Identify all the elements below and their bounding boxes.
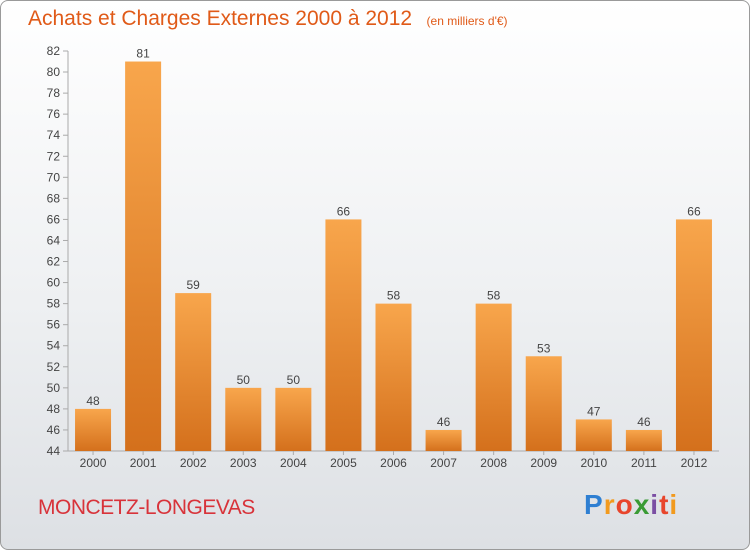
x-tick-label-2003: 2003 bbox=[230, 456, 257, 470]
bar-2012 bbox=[675, 219, 712, 451]
x-tick-label-2001: 2001 bbox=[130, 456, 157, 470]
commune-name: MONCETZ-LONGEVAS bbox=[38, 496, 255, 519]
logo-letter: t bbox=[659, 489, 670, 520]
y-tick-label: 76 bbox=[47, 107, 61, 121]
y-tick-label: 56 bbox=[47, 318, 61, 332]
bar-2011 bbox=[625, 429, 662, 451]
y-tick-label: 82 bbox=[47, 44, 61, 58]
logo-letter: P bbox=[584, 489, 604, 520]
title-row: Achats et Charges Externes 2000 à 2012 (… bbox=[28, 7, 508, 31]
y-tick-label: 50 bbox=[47, 381, 61, 395]
value-label-2002: 59 bbox=[187, 278, 201, 292]
x-tick-label-2005: 2005 bbox=[330, 456, 357, 470]
y-tick-label: 66 bbox=[47, 212, 61, 226]
bar-2010 bbox=[575, 419, 612, 451]
x-tick-label-2012: 2012 bbox=[681, 456, 708, 470]
y-tick-label: 48 bbox=[47, 402, 61, 416]
chart-subtitle: (en milliers d'€) bbox=[426, 14, 508, 28]
value-label-2010: 47 bbox=[587, 404, 601, 418]
bar-2004 bbox=[275, 387, 312, 451]
y-tick-label: 60 bbox=[47, 276, 61, 290]
value-label-2000: 48 bbox=[86, 394, 100, 408]
bar-2003 bbox=[225, 387, 262, 451]
bar-2005 bbox=[325, 219, 362, 451]
y-tick-label: 78 bbox=[47, 86, 61, 100]
value-label-2007: 46 bbox=[437, 415, 451, 429]
x-tick-label-2002: 2002 bbox=[180, 456, 207, 470]
y-tick-label: 64 bbox=[47, 233, 61, 247]
bars: 48 81 59 50 50 66 58 46 58 53 47 46 66 bbox=[75, 47, 712, 452]
logo-letter: o bbox=[615, 489, 634, 520]
x-tick-label-2007: 2007 bbox=[430, 456, 457, 470]
bar-2007 bbox=[425, 429, 462, 451]
x-tick-label-2004: 2004 bbox=[280, 456, 307, 470]
chart-title: Achats et Charges Externes 2000 à 2012 bbox=[28, 7, 413, 30]
logo-letter: x bbox=[633, 489, 651, 520]
y-tick-label: 80 bbox=[47, 65, 61, 79]
y-tick-label: 72 bbox=[47, 149, 61, 163]
logo-letter: i bbox=[669, 489, 679, 520]
x-axis: 2000 2001 2002 2003 2004 2005 2006 2007 2008 2009… bbox=[68, 450, 719, 470]
y-tick-label: 62 bbox=[47, 255, 61, 269]
x-tick-label-2008: 2008 bbox=[480, 456, 507, 470]
y-tick-label: 52 bbox=[47, 360, 61, 374]
x-tick-label-2009: 2009 bbox=[530, 456, 557, 470]
value-label-2003: 50 bbox=[237, 373, 251, 387]
y-tick-label: 74 bbox=[47, 128, 61, 142]
x-tick-label-2006: 2006 bbox=[380, 456, 407, 470]
y-tick-label: 44 bbox=[47, 444, 61, 458]
bar-2009 bbox=[525, 356, 562, 451]
x-tick-label-2000: 2000 bbox=[80, 456, 107, 470]
value-label-2008: 58 bbox=[487, 289, 501, 303]
bar-2002 bbox=[175, 293, 212, 451]
y-tick-label: 46 bbox=[47, 423, 61, 437]
y-tick-label: 70 bbox=[47, 170, 61, 184]
y-tick-label: 68 bbox=[47, 191, 61, 205]
y-axis: 44 46 48 50 52 54 56 58 60 62 64 66 68 70 72 74 76 78 80 82 bbox=[47, 44, 69, 458]
logo-letter: i bbox=[650, 489, 660, 520]
bar-2001 bbox=[125, 61, 162, 452]
proxiti-logo: Proxiti bbox=[584, 489, 678, 521]
value-label-2004: 50 bbox=[287, 373, 301, 387]
value-label-2005: 66 bbox=[337, 204, 351, 218]
bar-2006 bbox=[375, 303, 412, 451]
value-label-2012: 66 bbox=[687, 204, 701, 218]
logo-letter: r bbox=[603, 489, 616, 520]
value-label-2009: 53 bbox=[537, 341, 551, 355]
x-tick-label-2011: 2011 bbox=[631, 456, 657, 470]
value-label-2011: 46 bbox=[637, 415, 651, 429]
value-label-2006: 58 bbox=[387, 289, 401, 303]
value-label-2001: 81 bbox=[136, 47, 150, 61]
y-tick-label: 58 bbox=[47, 297, 61, 311]
bar-2000 bbox=[75, 408, 112, 451]
bar-2008 bbox=[475, 303, 512, 451]
x-tick-label-2010: 2010 bbox=[580, 456, 607, 470]
y-tick-label: 54 bbox=[47, 339, 61, 353]
